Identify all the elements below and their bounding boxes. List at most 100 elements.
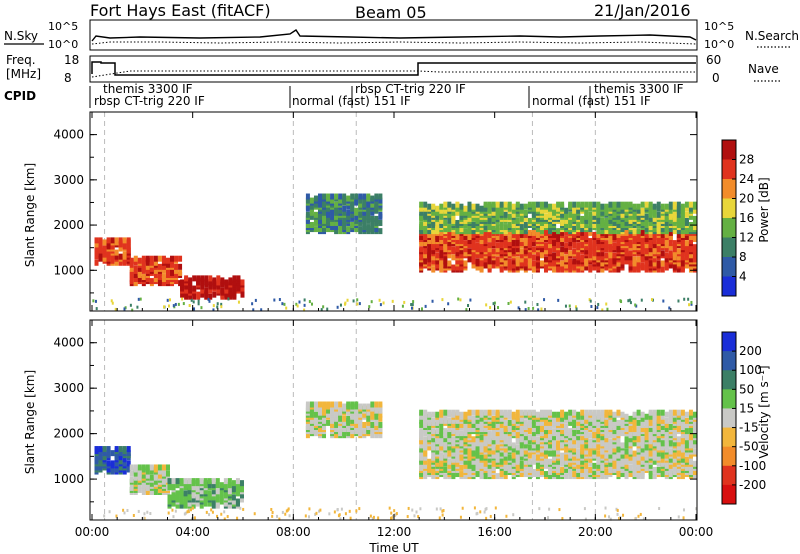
- scatter-cell: [283, 302, 286, 306]
- colorbar-segment: [722, 408, 736, 429]
- scatter-cell: [629, 301, 632, 305]
- echo-cell: [423, 409, 428, 416]
- echo-cell: [98, 460, 103, 467]
- echo-cell: [459, 236, 464, 243]
- echo-cell: [576, 471, 581, 478]
- echo-cell: [584, 264, 589, 271]
- echo-cell: [660, 460, 665, 467]
- echo-cell: [463, 217, 468, 224]
- echo-cell: [491, 419, 496, 426]
- echo-cell: [459, 226, 464, 233]
- scatter-cell: [590, 305, 593, 309]
- echo-cell: [624, 250, 629, 257]
- echo-cell: [334, 193, 339, 200]
- echo-cell: [467, 421, 472, 428]
- echo-cell: [183, 490, 188, 497]
- echo-cell: [503, 211, 508, 218]
- echo-cell: [624, 254, 629, 261]
- echo-cell: [680, 421, 685, 428]
- echo-cell: [141, 274, 146, 281]
- scatter-cell: [182, 302, 185, 306]
- echo-cell: [616, 231, 621, 238]
- scatter-cell: [303, 308, 306, 312]
- echo-cell: [149, 464, 154, 471]
- echo-cell: [183, 498, 188, 505]
- echo-cell: [475, 203, 480, 210]
- echo-cell: [378, 193, 383, 200]
- echo-cell: [157, 263, 162, 270]
- echo-cell: [616, 205, 621, 212]
- echo-cell: [644, 231, 649, 238]
- echo-cell: [235, 482, 240, 489]
- echo-cell: [479, 426, 484, 433]
- echo-cell: [114, 452, 119, 459]
- echo-cell: [330, 213, 335, 220]
- echo-cell: [628, 250, 633, 257]
- echo-cell: [479, 246, 484, 253]
- scatter-cell: [212, 308, 215, 312]
- echo-cell: [350, 222, 355, 229]
- echo-cell: [227, 488, 232, 495]
- scatter-cell: [122, 508, 125, 512]
- echo-cell: [539, 430, 544, 437]
- nsearch-label: N.Search: [745, 29, 799, 43]
- echo-cell: [463, 209, 468, 216]
- echo-cell: [692, 411, 697, 418]
- scatter-cell: [465, 308, 468, 312]
- echo-cell: [608, 409, 613, 416]
- echo-cell: [620, 211, 625, 218]
- scatter-cell: [561, 517, 564, 521]
- echo-cell: [451, 409, 456, 416]
- echo-cell: [479, 415, 484, 422]
- echo-cell: [668, 207, 673, 214]
- echo-cell: [668, 424, 673, 430]
- echo-cell: [640, 229, 645, 236]
- echo-cell: [313, 226, 318, 233]
- echo-cell: [427, 462, 432, 469]
- echo-cell: [211, 478, 216, 485]
- echo-cell: [640, 454, 645, 461]
- echo-cell: [580, 434, 585, 441]
- echo-cell: [648, 473, 653, 480]
- echo-cell: [576, 411, 581, 418]
- echo-cell: [471, 415, 476, 422]
- scatter-cell: [220, 302, 223, 306]
- echo-cell: [588, 215, 593, 222]
- echo-cell: [423, 248, 428, 255]
- echo-cell: [203, 478, 208, 485]
- echo-cell: [628, 201, 633, 208]
- echo-cell: [427, 444, 432, 451]
- echo-cell: [680, 409, 685, 416]
- echo-cell: [515, 444, 520, 451]
- echo-cell: [495, 444, 500, 451]
- scatter-cell: [690, 300, 693, 304]
- echo-cell: [451, 246, 456, 253]
- echo-cell: [118, 237, 123, 244]
- echo-cell: [535, 250, 540, 257]
- echo-cell: [157, 468, 162, 475]
- echo-cell: [459, 434, 464, 441]
- echo-cell: [240, 291, 245, 298]
- echo-cell: [564, 242, 569, 249]
- echo-cell: [178, 263, 183, 270]
- echo-cell: [576, 252, 581, 259]
- echo-cell: [660, 438, 665, 445]
- echo-cell: [507, 222, 512, 229]
- echo-cell: [94, 456, 99, 463]
- echo-cell: [317, 409, 322, 416]
- scatter-cell: [318, 509, 321, 513]
- echo-cell: [652, 466, 657, 473]
- echo-cell: [556, 236, 561, 243]
- echo-cell: [431, 417, 436, 424]
- scatter-cell: [216, 302, 219, 306]
- scatter-cell: [489, 514, 492, 518]
- echo-cell: [608, 201, 613, 208]
- echo-cell: [487, 256, 492, 263]
- scatter-cell: [132, 513, 135, 517]
- scatter-cell: [634, 516, 637, 520]
- echo-cell: [612, 201, 617, 208]
- echo-cell: [495, 211, 500, 218]
- scatter-cell: [483, 510, 486, 514]
- echo-cell: [431, 428, 436, 435]
- echo-cell: [588, 456, 593, 463]
